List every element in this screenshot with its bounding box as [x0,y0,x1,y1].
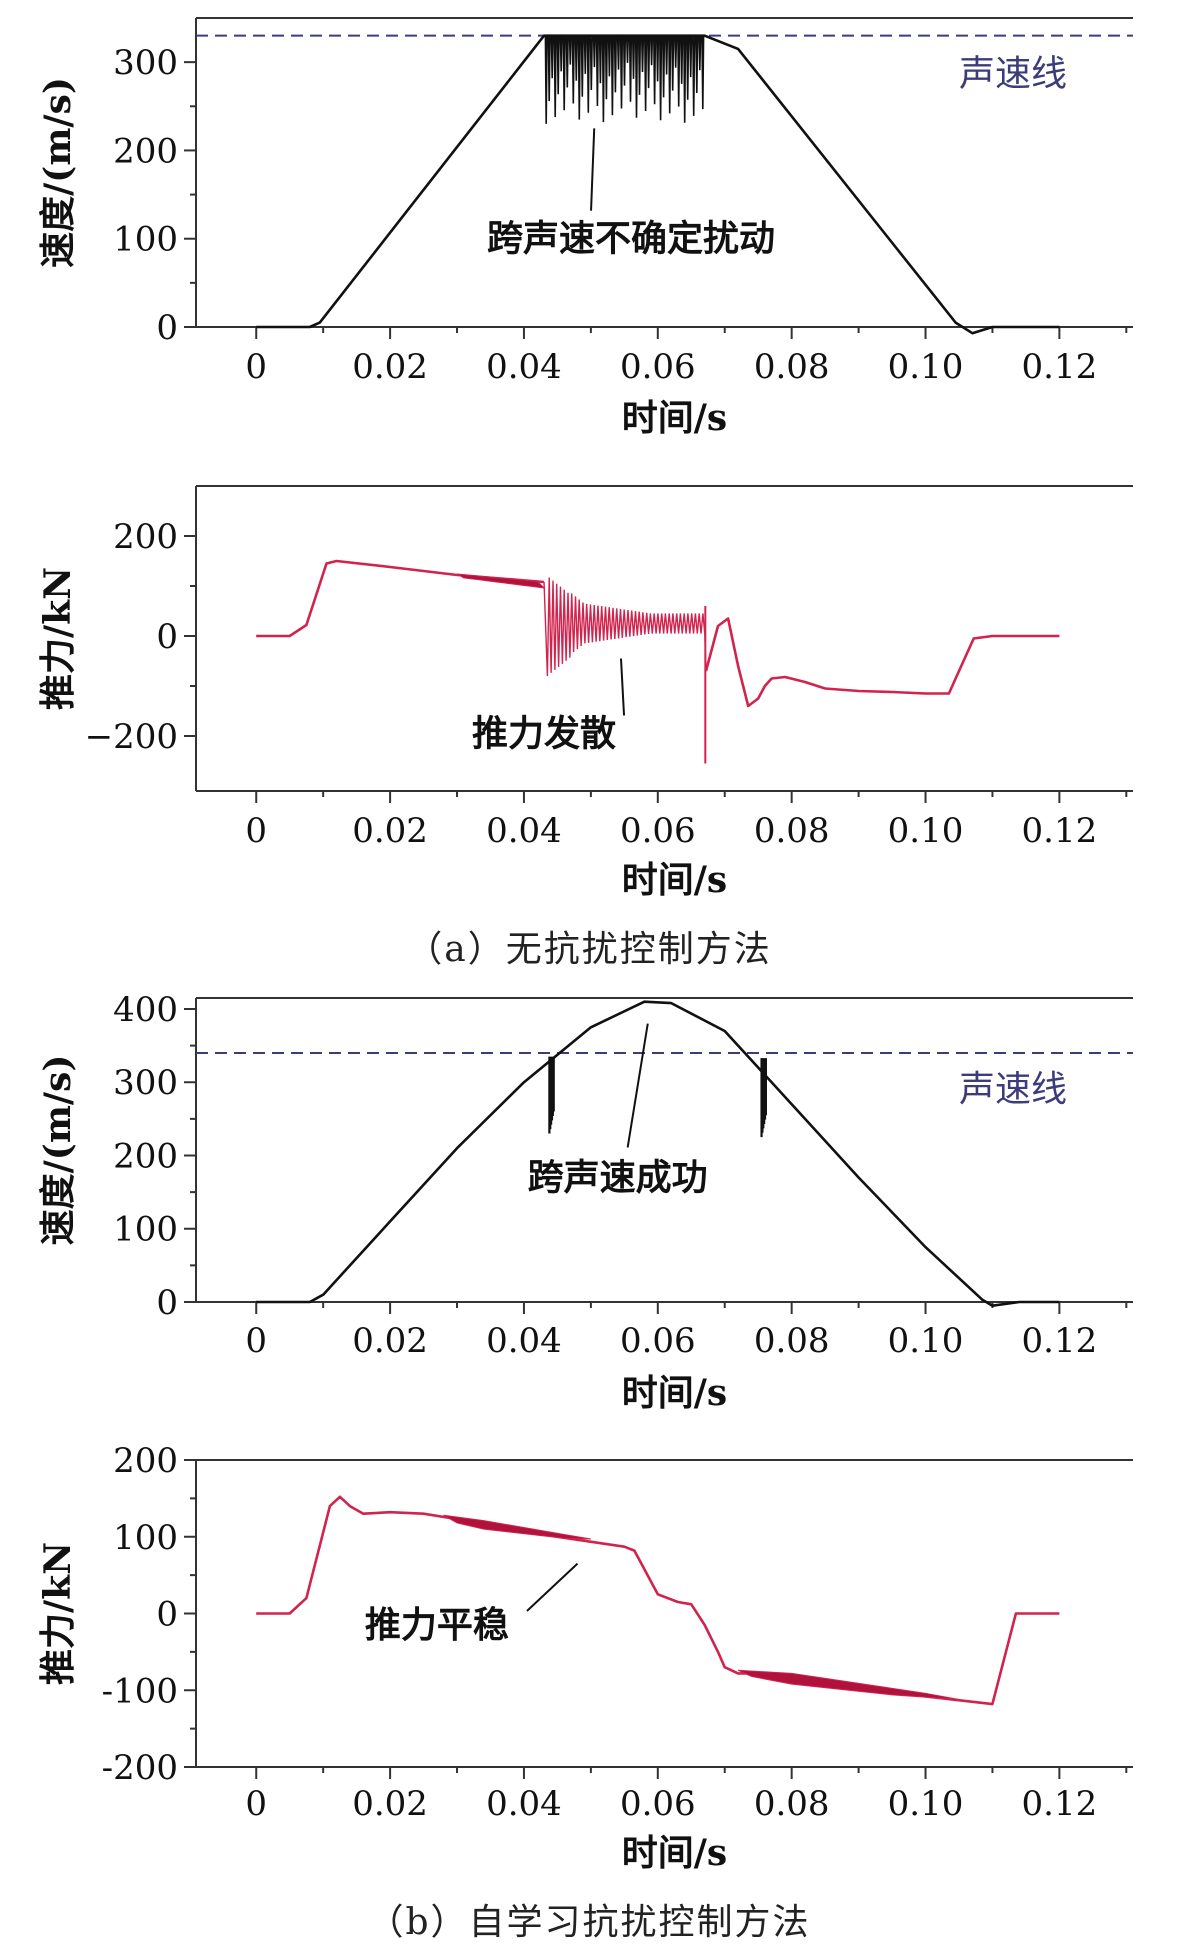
series-line-1 [256,1000,1060,1308]
x-tick-label: 0.06 [620,1321,696,1361]
x-tick-label: 0.08 [754,347,830,387]
annotation-label: 推力发散 [472,713,616,755]
y-tick-label: 300 [113,1063,178,1103]
x-tick-label: 0.04 [486,811,562,851]
x-tick-label: 0.02 [352,1784,428,1824]
series-line-1 [256,1495,1060,1706]
annotation-label: 跨声速不确定扰动 [487,218,775,260]
y-tick-label: 200 [113,1136,178,1176]
speed-spike [760,1058,767,1138]
y-tick-label: −200 [85,717,178,757]
y-tick-label: 400 [113,990,178,1030]
thrust-band-upper [443,1514,591,1540]
x-tick-label: 0.10 [888,811,964,851]
annotation-pointer [590,128,596,211]
annotation-label: 跨声速成功 [528,1156,708,1198]
y-tick-label: 300 [113,43,178,83]
x-tick-label: 0 [245,1321,267,1361]
x-tick-label: 0.06 [620,1784,696,1824]
y-tick-label: 200 [113,517,178,557]
x-tick-label: 0 [245,1784,267,1824]
y-axis-label: 推力/kN [37,1542,79,1685]
x-tick-label: 0 [245,347,267,387]
x-tick-label: 0.02 [352,1321,428,1361]
chart-a-thrust: 0 0.02 0.04 0.06 0.08 0.10 0.12 −200 0 200 时间/s 推力/… [37,485,1133,901]
thrust-band-lower [737,1669,960,1700]
x-tick-label: 0.08 [754,1784,830,1824]
series-line-2 [704,617,1060,708]
x-tick-label: 0.02 [352,811,428,851]
x-tick-label: 0.12 [1022,1784,1098,1824]
y-tick-label: 0 [156,1283,178,1323]
thrust-divergent-oscillation [543,577,707,677]
chart-b-speed: 0 0.02 0.04 0.06 0.08 0.10 0.12 0 100 200 300 400 时间… [37,990,1133,1414]
sound-speed-label: 声速线 [959,54,1067,95]
y-tick-label: -200 [102,1748,178,1788]
x-tick-label: 0.04 [486,1784,562,1824]
x-axis-label: 时间/s [622,1372,727,1414]
x-tick-label: 0.12 [1022,1321,1098,1361]
y-axis-label: 速度/(m/s) [37,1055,79,1246]
y-tick-label: -100 [102,1671,178,1711]
y-tick-label: 100 [113,1518,178,1558]
sound-speed-label: 声速线 [959,1069,1067,1110]
x-tick-label: 0.06 [620,347,696,387]
y-tick-label: 200 [113,1441,178,1481]
y-tick-label: 200 [113,131,178,171]
y-tick-label: 0 [156,1595,178,1635]
series-line-1 [256,34,1060,335]
x-tick-label: 0.04 [486,347,562,387]
y-tick-label: 100 [113,1210,178,1250]
x-tick-label: 0.08 [754,811,830,851]
x-tick-label: 0 [245,811,267,851]
x-tick-label: 0.10 [888,347,964,387]
speed-spike [548,1056,555,1134]
y-tick-label: 0 [156,617,178,657]
annotation-label: 推力平稳 [365,1604,509,1646]
x-axis-label: 时间/s [622,397,727,439]
chart-a-speed: 0 0.02 0.04 0.06 0.08 0.10 0.12 0 100 200 300 时间/s 速… [37,17,1133,439]
y-axis-label: 推力/kN [37,567,79,710]
caption-a: （a）无抗扰控制方法 [406,929,772,970]
y-axis-label: 速度/(m/s) [37,77,79,268]
x-tick-label: 0.08 [754,1321,830,1361]
x-tick-label: 0.12 [1022,347,1098,387]
x-tick-label: 0.02 [352,347,428,387]
y-tick-label: 100 [113,220,178,260]
x-tick-label: 0.10 [888,1784,964,1824]
series-line-1 [256,559,545,638]
thrust-plateau-band [456,573,546,589]
x-tick-label: 0.06 [620,811,696,851]
x-axis-label: 时间/s [622,859,727,901]
y-tick-label: 0 [156,308,178,348]
x-tick-label: 0.12 [1022,811,1098,851]
caption-b: （b）自学习抗扰控制方法 [367,1902,811,1943]
annotation-pointer [626,1023,649,1148]
x-tick-label: 0.04 [486,1321,562,1361]
speed-disturbance-oscillation [544,35,705,124]
annotation-pointer [619,658,626,716]
x-axis-label: 时间/s [622,1832,727,1874]
annotation-pointer [526,1562,579,1612]
x-tick-label: 0.10 [888,1321,964,1361]
chart-b-thrust: 0 0.02 0.04 0.06 0.08 0.10 0.12 -200 -100 0 100 200… [37,1441,1133,1874]
